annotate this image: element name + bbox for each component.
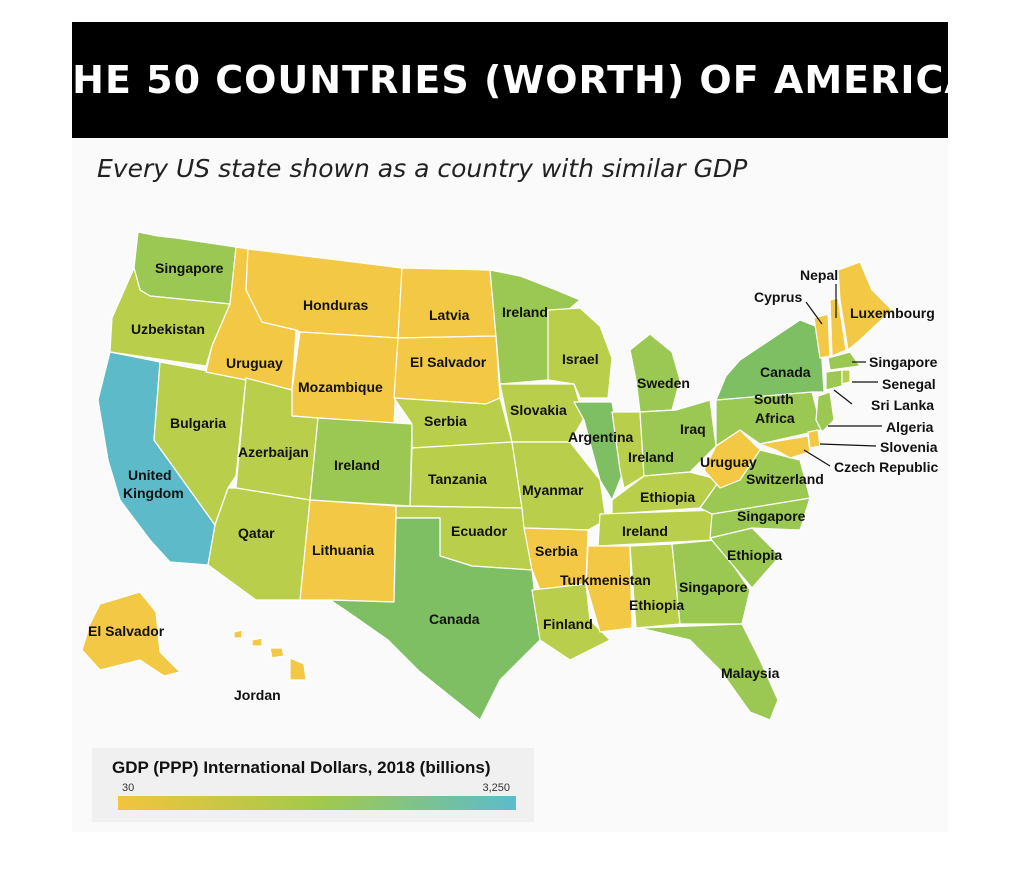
label-washington: Singapore	[155, 260, 224, 276]
label-wisconsin: Israel	[562, 351, 599, 367]
label-kentucky: Ethiopia	[640, 489, 695, 505]
label-maryland: Czech Republic	[834, 459, 938, 475]
state-florida	[639, 623, 779, 721]
label-pennsylvania-2: Africa	[755, 410, 795, 426]
state-connecticut	[825, 369, 843, 391]
label-montana: Honduras	[303, 297, 369, 313]
label-kansas: Tanzania	[428, 471, 487, 487]
state-wyoming	[291, 331, 399, 425]
state-texas	[329, 517, 541, 721]
label-ohio: Iraq	[680, 421, 706, 437]
label-new-mexico: Lithuania	[312, 542, 374, 558]
state-missouri	[511, 441, 607, 531]
legend-color-bar	[118, 796, 516, 810]
label-south-dakota: El Salvador	[410, 354, 487, 370]
label-alabama: Ethiopia	[629, 597, 684, 613]
label-florida: Malaysia	[721, 665, 780, 681]
state-massachusetts	[827, 351, 861, 371]
label-california-2: Kingdom	[123, 485, 184, 501]
label-new-hampshire: Cyprus	[754, 289, 802, 305]
state-delaware	[807, 429, 821, 449]
label-arkansas: Serbia	[535, 543, 578, 559]
state-maryland	[759, 435, 811, 459]
state-north-dakota	[397, 267, 497, 339]
state-vermont	[813, 313, 831, 359]
label-nevada: Bulgaria	[170, 415, 226, 431]
label-oregon: Uzbekistan	[131, 321, 205, 337]
label-iowa: Slovakia	[510, 402, 567, 418]
state-hawaii-kauai	[233, 629, 243, 639]
state-hawaii-big	[289, 657, 307, 681]
state-michigan	[629, 333, 681, 413]
state-new-york	[715, 319, 825, 401]
legend-min: 30	[122, 782, 135, 794]
state-new-hampshire	[829, 297, 847, 357]
label-virginia: Switzerland	[746, 471, 824, 487]
label-louisiana: Finland	[543, 616, 593, 632]
label-massachusetts: Singapore	[869, 354, 938, 370]
label-maine: Luxembourg	[850, 305, 935, 321]
label-rhode-island: Senegal	[882, 376, 936, 392]
label-delaware: Slovenia	[880, 439, 938, 455]
label-utah: Azerbaijan	[238, 444, 309, 460]
state-iowa	[499, 383, 585, 443]
state-maine	[837, 261, 893, 351]
leader-lines	[803, 284, 882, 467]
label-arizona: Qatar	[238, 525, 275, 541]
state-wisconsin	[547, 307, 613, 399]
state-hawaii-oahu	[251, 637, 263, 647]
label-georgia: Singapore	[679, 579, 748, 595]
page-subtitle: Every US state shown as a country with s…	[97, 154, 748, 183]
label-oklahoma: Ecuador	[451, 523, 508, 539]
state-mississippi	[585, 545, 633, 633]
state-alaska	[81, 591, 181, 677]
state-georgia	[671, 539, 751, 625]
label-idaho: Uruguay	[226, 355, 283, 371]
label-vermont: Nepal	[800, 267, 838, 283]
label-indiana: Ireland	[628, 449, 674, 465]
title-bar: THE 50 COUNTRIES (WORTH) OF AMERICA	[45, 22, 974, 138]
label-california-1: United	[128, 467, 172, 483]
state-arizona	[207, 487, 311, 601]
label-new-jersey: Algeria	[886, 419, 934, 435]
legend-title: GDP (PPP) International Dollars, 2018 (b…	[112, 758, 491, 777]
label-north-dakota: Latvia	[429, 307, 470, 323]
label-tennessee: Ireland	[622, 523, 668, 539]
label-new-york: Canada	[760, 364, 811, 380]
label-pennsylvania-1: South	[754, 391, 794, 407]
label-mississippi: Turkmenistan	[560, 572, 651, 588]
label-north-carolina: Singapore	[737, 508, 806, 524]
label-texas: Canada	[429, 611, 480, 627]
label-wyoming: Mozambique	[298, 379, 383, 395]
label-west-virginia: Uruguay	[700, 454, 757, 470]
label-alaska: El Salvador	[88, 623, 165, 639]
label-minnesota: Ireland	[502, 304, 548, 320]
label-colorado: Ireland	[334, 457, 380, 473]
label-nebraska: Serbia	[424, 413, 467, 429]
label-missouri: Myanmar	[522, 482, 584, 498]
label-south-carolina: Ethiopia	[727, 547, 782, 563]
label-connecticut: Sri Lanka	[871, 397, 934, 413]
label-hawaii: Jordan	[234, 687, 281, 703]
legend: GDP (PPP) International Dollars, 2018 (b…	[92, 748, 534, 822]
label-illinois: Argentina	[568, 429, 634, 445]
state-labels: Singapore Uzbekistan United Kingdom Bulg…	[88, 260, 938, 703]
state-hawaii-maui	[269, 647, 285, 659]
state-rhode-island	[841, 369, 851, 385]
state-indiana	[611, 411, 645, 489]
state-south-dakota	[393, 335, 501, 405]
label-michigan: Sweden	[637, 375, 690, 391]
page-title: THE 50 COUNTRIES (WORTH) OF AMERICA	[45, 58, 975, 102]
legend-max: 3,250	[482, 782, 510, 794]
